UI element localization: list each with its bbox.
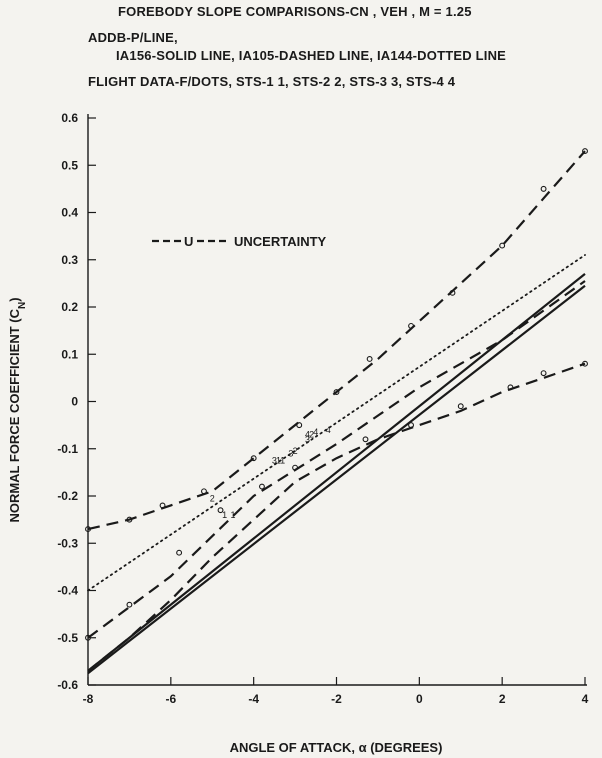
- uncertainty-marker: [408, 322, 414, 329]
- x-tick-label: 2: [499, 692, 506, 706]
- y-tick-label: 0: [71, 395, 78, 409]
- uncertainty-marker: [296, 422, 303, 429]
- flight-point-1: 1: [222, 510, 227, 520]
- y-tick-label: -0.6: [57, 678, 78, 692]
- uncertainty-marker: [201, 488, 207, 495]
- series-line-5: [87, 362, 586, 672]
- flight-point-2: 2: [293, 446, 298, 456]
- uncertainty-marker: [217, 507, 224, 514]
- flight-point-2: 2: [210, 493, 215, 503]
- y-axis-label-main: NORMAL FORCE COEFFICIENT (C: [7, 308, 22, 522]
- header-line-3: IA156-SOLID LINE, IA105-DASHED LINE, IA1…: [116, 48, 507, 63]
- series-group: [87, 150, 586, 675]
- x-tick-label: -8: [83, 692, 94, 706]
- x-tick-label: 0: [416, 692, 423, 706]
- y-tick-label: -0.1: [57, 442, 78, 456]
- y-tick-label: -0.5: [57, 631, 78, 645]
- uncertainty-marker: [507, 384, 514, 391]
- uncertainty-marker: [499, 242, 506, 249]
- flight-point-3: 3: [288, 448, 293, 458]
- uncertainty-marker: [85, 526, 91, 533]
- series-line-2: [87, 280, 586, 639]
- flight-point-4: 4: [313, 427, 318, 437]
- x-tick-label: -2: [331, 692, 342, 706]
- uncertainty-marker: [582, 360, 588, 367]
- y-tick-label: -0.3: [57, 536, 78, 550]
- flight-point-2: 2: [309, 430, 314, 440]
- uncertainty-marker: [366, 356, 373, 362]
- legend-marker-text: U: [184, 234, 193, 249]
- y-axis-label-end: ): [7, 297, 22, 301]
- x-tick-label: -6: [165, 692, 176, 706]
- axes: 0.6 0.5 0.4 0.3 0.2 0.1 0 -0.1 -0.2 -0.3 -0.4 -0.5 -…: [57, 111, 588, 706]
- uncertainty-marker: [408, 422, 414, 429]
- uncertainty-marker: [540, 185, 547, 192]
- y-tick-label: 0.6: [61, 111, 78, 125]
- uncertainty-marker: [85, 634, 91, 641]
- chart-title: FOREBODY SLOPE COMPARISONS-CN , VEH , M …: [118, 4, 472, 19]
- x-tick-label: 4: [582, 692, 589, 706]
- y-tick-label: 0.5: [61, 158, 78, 172]
- y-tick-label: -0.4: [57, 584, 78, 598]
- uncertainty-marker: [126, 601, 133, 608]
- flight-point-4: 4: [326, 425, 331, 435]
- y-axis-label-sub: N: [17, 302, 28, 309]
- y-axis-label: NORMAL FORCE COEFFICIENT (CN): [7, 297, 28, 522]
- uncertainty-marker: [126, 516, 133, 523]
- y-tick-label: -0.2: [57, 489, 78, 503]
- y-tick-label: 0.4: [61, 206, 78, 220]
- flight-point-1: 1: [280, 456, 285, 466]
- x-tick-label: -4: [248, 692, 259, 706]
- uncertainty-marker: [582, 148, 588, 155]
- flight-point-1: 1: [230, 510, 235, 520]
- uncertainty-marker: [540, 370, 547, 377]
- flight-point-1: 1: [276, 456, 281, 466]
- flight-point-3: 3: [305, 434, 310, 444]
- header-line-2: ADDB-P/LINE,: [88, 30, 178, 45]
- y-tick-label: 0.3: [61, 253, 78, 267]
- series-line-1: [87, 284, 586, 675]
- uncertainty-marker: [449, 289, 456, 296]
- uncertainty-marker: [176, 549, 183, 556]
- uncertainty-marker: [259, 483, 265, 490]
- series-line-3: [87, 254, 586, 592]
- series-line-4: [87, 150, 586, 531]
- header-line-4: FLIGHT DATA-F/DOTS, STS-1 1, STS-2 2, ST…: [88, 74, 456, 89]
- uncertainty-marker: [292, 464, 299, 471]
- series-line-0: [87, 273, 586, 672]
- uncertainty-marker: [159, 502, 166, 509]
- x-axis-label: ANGLE OF ATTACK, α (DEGREES): [230, 740, 443, 755]
- uncertainty-marker: [250, 455, 257, 462]
- y-tick-label: 0.2: [61, 300, 78, 314]
- y-tick-label: 0.1: [61, 347, 78, 361]
- legend: U UNCERTAINTY: [152, 234, 327, 249]
- flight-point-3: 3: [272, 456, 277, 466]
- legend-label: UNCERTAINTY: [234, 234, 327, 249]
- uncertainty-marker: [457, 403, 464, 410]
- uncertainty-marker: [333, 389, 340, 395]
- uncertainty-marker: [362, 436, 369, 443]
- flight-point-4: 4: [305, 430, 310, 440]
